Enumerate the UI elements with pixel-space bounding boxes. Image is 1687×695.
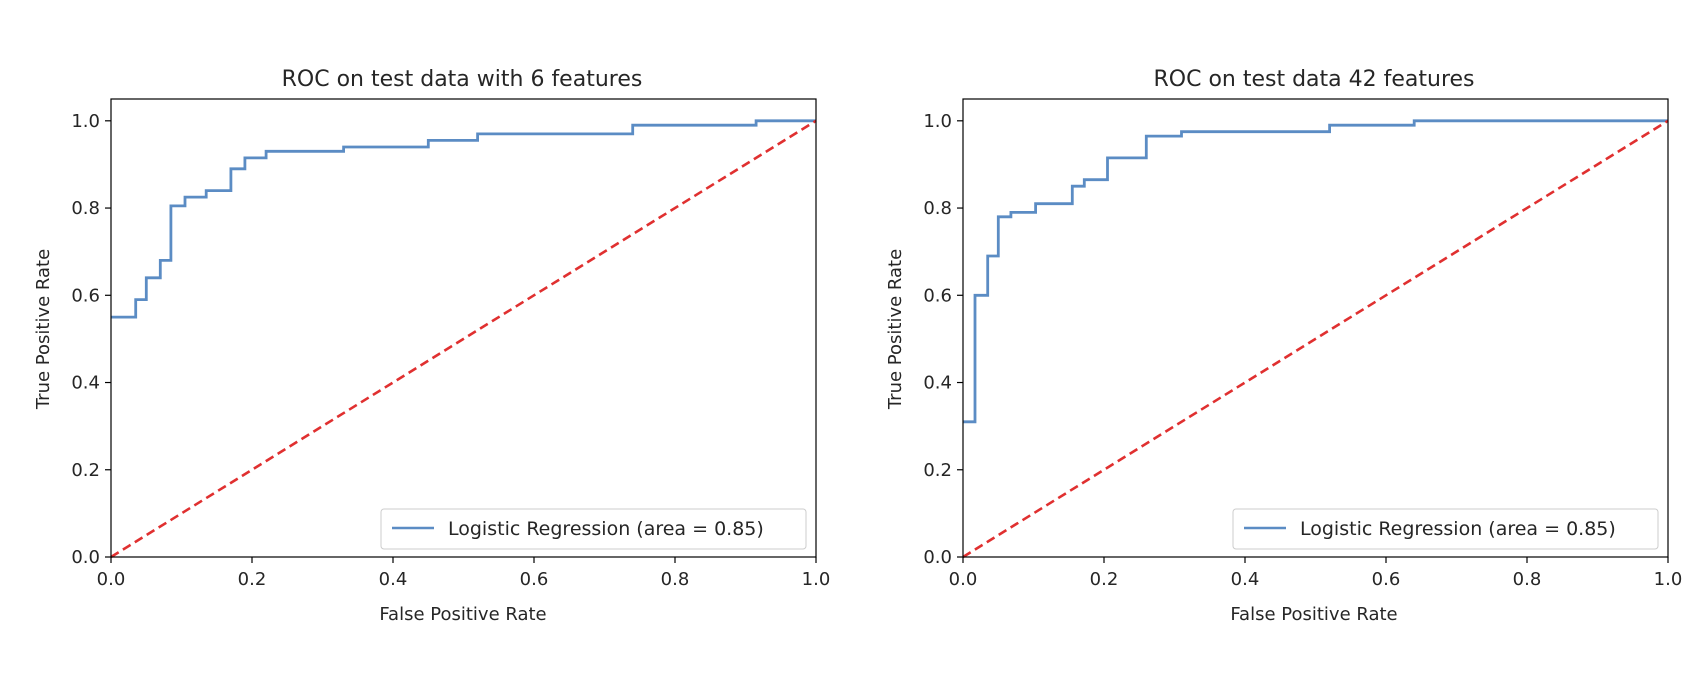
y-tick-label: 0.2	[923, 460, 952, 481]
chance-diagonal-line	[110, 119, 817, 559]
y-tick-label: 0.4	[923, 373, 952, 394]
roc-curve-line	[963, 119, 1668, 424]
x-tick-label: 0.8	[661, 569, 690, 590]
y-tick-label: 0.6	[923, 285, 952, 306]
chart-title: ROC on test data with 6 features	[282, 67, 643, 92]
y-tick-label: 0.8	[923, 198, 952, 219]
y-tick-label: 0.2	[71, 460, 100, 481]
y-tick-label: 0.8	[71, 198, 100, 219]
x-ticks: 0.0 0.2 0.4 0.6 0.8 1.0	[949, 557, 1683, 590]
legend-label: Logistic Regression (area = 0.85)	[1300, 518, 1616, 540]
y-ticks: 0.0 0.2 0.4 0.6 0.8 1.0	[923, 111, 963, 568]
y-ticks: 0.0 0.2 0.4 0.6 0.8 1.0	[71, 111, 111, 568]
y-tick-label: 1.0	[71, 111, 100, 132]
y-tick-label: 0.0	[71, 547, 100, 568]
y-tick-label: 0.6	[71, 285, 100, 306]
x-tick-label: 0.6	[1372, 569, 1401, 590]
x-tick-label: 0.6	[520, 569, 549, 590]
y-axis-label: True Positive Rate	[33, 249, 54, 410]
chart-6-features: ROC on test data with 6 features 0.0 0.2 0…	[33, 67, 830, 625]
plot-lines	[962, 119, 1669, 559]
x-tick-label: 0.4	[1231, 569, 1260, 590]
x-tick-label: 0.2	[238, 569, 267, 590]
x-tick-label: 0.8	[1513, 569, 1542, 590]
x-ticks: 0.0 0.2 0.4 0.6 0.8 1.0	[97, 557, 831, 590]
y-tick-label: 0.4	[71, 373, 100, 394]
chart-42-features: ROC on test data 42 features 0.0 0.2 0.4 0.…	[885, 67, 1682, 625]
roc-curve-line	[111, 119, 816, 319]
y-tick-label: 0.0	[923, 547, 952, 568]
legend: Logistic Regression (area = 0.85)	[1232, 508, 1659, 550]
legend: Logistic Regression (area = 0.85)	[380, 508, 807, 550]
legend-label: Logistic Regression (area = 0.85)	[448, 518, 764, 540]
x-tick-label: 0.0	[97, 569, 126, 590]
x-tick-label: 1.0	[802, 569, 831, 590]
x-axis-label: False Positive Rate	[379, 604, 546, 625]
x-tick-label: 0.4	[379, 569, 408, 590]
x-tick-label: 1.0	[1654, 569, 1683, 590]
y-axis-label: True Positive Rate	[885, 249, 906, 410]
legend-box	[380, 508, 807, 550]
plot-frame	[110, 98, 817, 558]
plot-frame	[962, 98, 1669, 558]
chart-title: ROC on test data 42 features	[1153, 67, 1474, 92]
x-tick-label: 0.2	[1090, 569, 1119, 590]
legend-box	[1232, 508, 1659, 550]
chance-diagonal-line	[962, 119, 1669, 559]
x-tick-label: 0.0	[949, 569, 978, 590]
y-tick-label: 1.0	[923, 111, 952, 132]
plot-lines	[110, 119, 817, 559]
x-axis-label: False Positive Rate	[1230, 604, 1397, 625]
